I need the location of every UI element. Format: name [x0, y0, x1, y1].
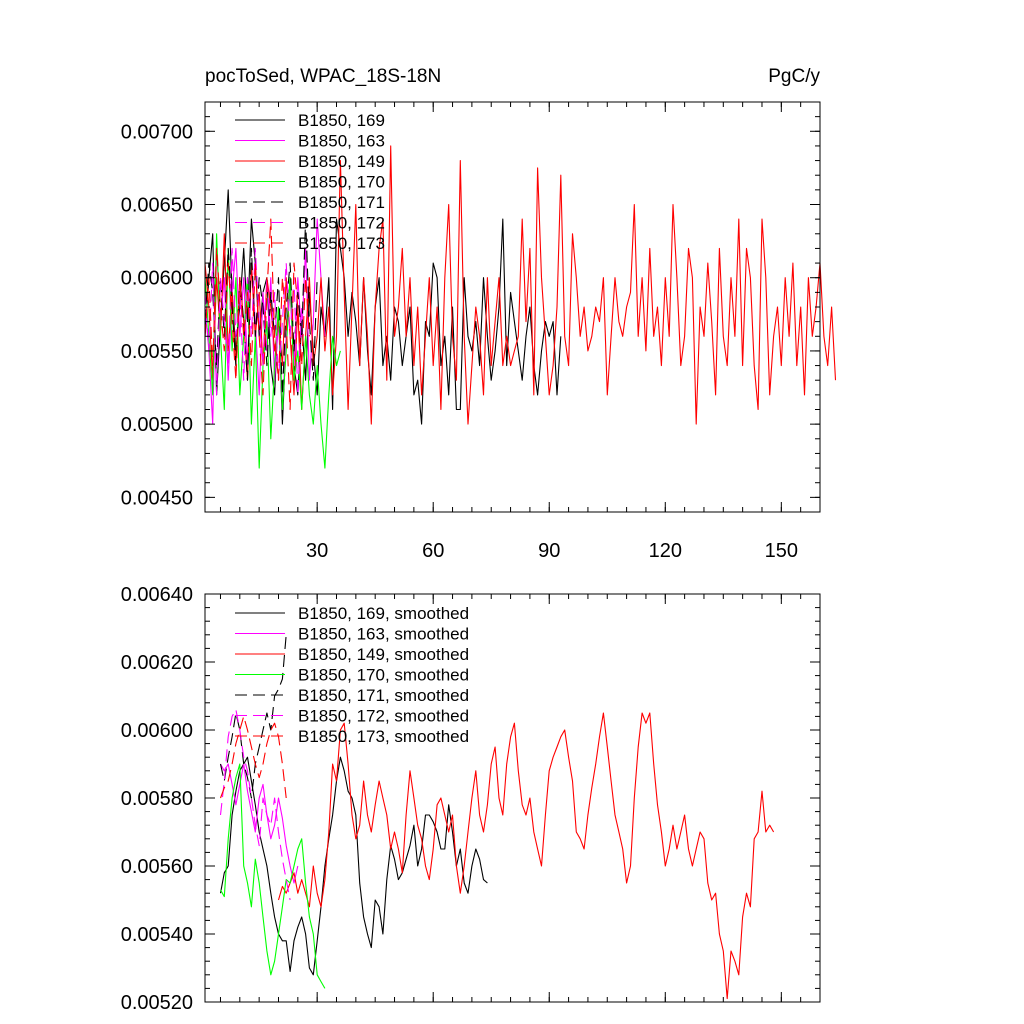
top-panel-units: PgC/y — [768, 66, 820, 87]
series-line-6 — [204, 218, 310, 411]
legend-label-5: B1850, 172 — [298, 214, 385, 233]
series-line-3 — [220, 763, 326, 989]
y-tick-label: 0.00700 — [121, 121, 193, 143]
legend-label-6: B1850, 173, smoothed — [298, 727, 469, 746]
series-line-5 — [204, 247, 303, 396]
y-tick-label: 0.00500 — [121, 414, 193, 436]
y-tick-label: 0.00540 — [121, 924, 193, 946]
x-tick-label: 60 — [422, 540, 444, 562]
legend-label-5: B1850, 172, smoothed — [298, 707, 469, 726]
y-tick-label: 0.00550 — [121, 341, 193, 363]
series-line-2 — [204, 145, 837, 425]
bottom-axes: 0.00520 0.00540 0.00560 0.00580 0.00600 0.006… — [121, 584, 821, 1014]
legend-label-1: B1850, 163, smoothed — [298, 625, 469, 644]
x-tick-label: 90 — [538, 540, 560, 562]
y-tick-label: 0.00600 — [121, 720, 193, 742]
y-tick-label: 0.00640 — [121, 584, 193, 606]
y-tick-label: 0.00450 — [121, 487, 193, 509]
x-tick-label: 150 — [765, 540, 798, 562]
series-line-2 — [277, 712, 775, 1000]
top-axes: 0.00450 0.00500 0.00550 0.00600 0.00650 0.007… — [121, 101, 821, 562]
y-tick-label: 0.00520 — [121, 992, 193, 1014]
legend-label-0: B1850, 169, smoothed — [298, 604, 469, 623]
legend-label-0: B1850, 169 — [298, 111, 385, 130]
y-tick-label: 0.00600 — [121, 268, 193, 290]
y-tick-label: 0.00650 — [121, 195, 193, 217]
legend-label-3: B1850, 170 — [298, 173, 385, 192]
x-tick-label: 30 — [306, 540, 328, 562]
bottom-panel: B1850, 169, smoothed B1850, 163, smoothed… — [121, 584, 821, 1014]
series-line-1 — [220, 763, 299, 884]
top-series-layer — [204, 145, 837, 469]
series-line-0 — [219, 756, 488, 976]
legend-label-4: B1850, 171, smoothed — [298, 686, 469, 705]
legend-label-3: B1850, 170, smoothed — [298, 666, 469, 685]
series-line-4 — [204, 218, 318, 396]
legend-label-4: B1850, 171 — [298, 193, 385, 212]
series-line-6 — [219, 715, 287, 799]
bottom-legend: B1850, 169, smoothed B1850, 163, smoothed… — [235, 604, 469, 746]
y-tick-label: 0.00560 — [121, 856, 193, 878]
y-tick-label: 0.00580 — [121, 788, 193, 810]
legend-label-1: B1850, 163 — [298, 132, 385, 151]
legend-label-2: B1850, 149, smoothed — [298, 645, 469, 664]
y-tick-label: 0.00620 — [121, 652, 193, 674]
x-tick-label: 120 — [649, 540, 682, 562]
top-panel: pocToSed, WPAC_18S-18N PgC/y B1850, 169B… — [121, 66, 837, 562]
series-line-5 — [219, 709, 291, 901]
legend-label-2: B1850, 149 — [298, 152, 385, 171]
legend-label-6: B1850, 173 — [298, 234, 385, 253]
series-line-0 — [204, 189, 562, 425]
top-panel-title: pocToSed, WPAC_18S-18N — [205, 66, 441, 87]
